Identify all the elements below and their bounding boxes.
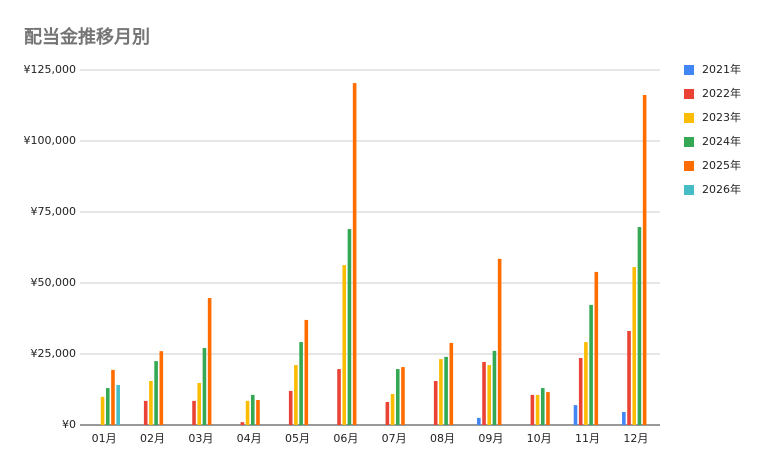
bar <box>449 342 454 425</box>
x-tick-label: 06月 <box>333 432 358 445</box>
bar <box>192 400 196 425</box>
bar <box>100 396 105 425</box>
y-tick-label: ¥50,000 <box>31 276 77 289</box>
bar <box>256 400 260 425</box>
x-tick-label: 08月 <box>430 432 455 445</box>
bar <box>492 350 497 425</box>
legend-swatch <box>684 137 694 147</box>
bar <box>535 394 540 425</box>
bar <box>385 401 390 425</box>
y-tick-label: ¥125,000 <box>24 63 77 76</box>
bar <box>240 422 245 425</box>
bar <box>154 361 158 425</box>
bar <box>439 359 443 425</box>
bar <box>294 365 298 425</box>
legend-label: 2024年 <box>702 134 741 148</box>
bar <box>299 342 303 425</box>
bar <box>477 417 481 425</box>
bar <box>395 369 400 425</box>
bar <box>352 83 357 426</box>
bar <box>245 400 250 425</box>
bar <box>401 367 405 425</box>
y-tick-label: ¥100,000 <box>24 134 77 147</box>
chart-title: 配当金推移月別 <box>24 26 150 48</box>
bar <box>250 394 255 425</box>
legend-swatch <box>684 185 694 195</box>
bar <box>347 229 352 425</box>
legend-label: 2022年 <box>702 86 741 100</box>
bar <box>622 411 626 425</box>
bar <box>105 388 110 425</box>
x-tick-label: 07月 <box>382 432 407 445</box>
y-tick-label: ¥75,000 <box>31 205 77 218</box>
bar <box>207 298 212 425</box>
bar <box>202 348 207 425</box>
legend-label: 2023年 <box>702 110 741 124</box>
bar <box>304 319 309 425</box>
x-tick-label: 09月 <box>478 432 503 445</box>
legend-label: 2025年 <box>702 158 741 172</box>
x-tick-label: 10月 <box>527 432 552 445</box>
x-tick-label: 02月 <box>140 432 165 445</box>
y-tick-label: ¥0 <box>62 418 76 431</box>
legend-swatch <box>684 65 694 75</box>
bar <box>111 369 115 425</box>
legend-label: 2021年 <box>702 62 741 76</box>
bar <box>546 392 550 425</box>
legend-swatch <box>684 89 694 99</box>
legend-swatch <box>684 161 694 171</box>
x-tick-label: 12月 <box>623 432 648 445</box>
bar <box>637 227 642 425</box>
bar <box>433 380 438 425</box>
y-tick-label: ¥25,000 <box>31 347 77 360</box>
x-tick-label: 03月 <box>188 432 213 445</box>
bar <box>337 369 341 425</box>
bar <box>143 400 148 425</box>
x-tick-label: 04月 <box>237 432 262 445</box>
bar <box>632 267 637 425</box>
bar <box>578 357 583 425</box>
bar <box>482 361 486 425</box>
x-tick-label: 01月 <box>92 432 117 445</box>
bar <box>159 351 164 425</box>
bar <box>444 356 448 425</box>
bar <box>540 388 545 425</box>
legend-swatch <box>684 113 694 123</box>
x-tick-label: 05月 <box>285 432 310 445</box>
bar <box>342 265 347 425</box>
bar <box>530 394 535 425</box>
bar <box>594 271 599 425</box>
bar <box>627 330 631 425</box>
bar <box>642 94 647 425</box>
legend-label: 2026年 <box>702 182 741 196</box>
bar <box>390 394 395 425</box>
bar <box>497 258 502 425</box>
bar <box>487 365 492 425</box>
bar <box>288 390 293 425</box>
bar <box>149 380 153 425</box>
bar <box>589 304 593 425</box>
bar <box>573 405 578 425</box>
bar <box>116 384 120 425</box>
bar <box>584 342 588 425</box>
bar <box>197 382 202 425</box>
x-tick-label: 11月 <box>575 432 600 445</box>
